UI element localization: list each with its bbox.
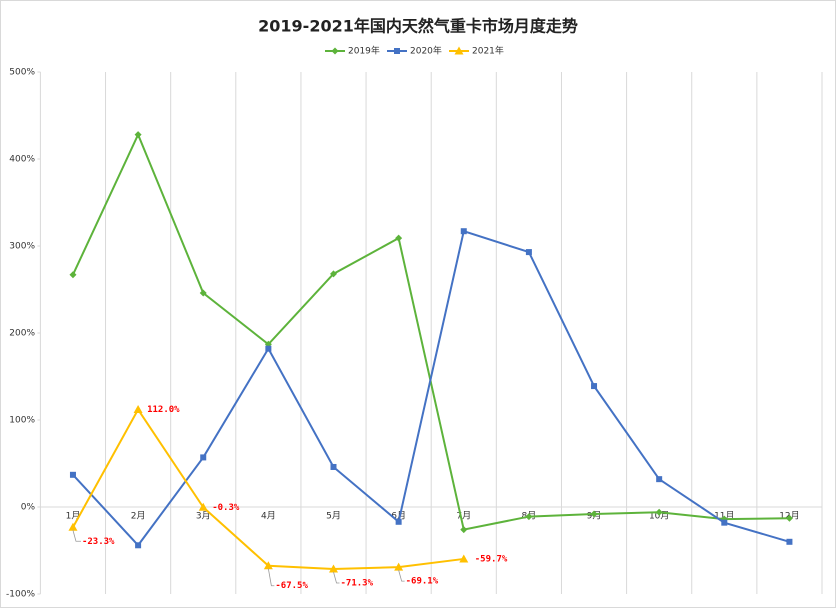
x-tick-label: 1月 xyxy=(66,511,81,522)
point xyxy=(395,234,403,242)
point xyxy=(460,228,467,235)
x-tick-label: 7月 xyxy=(456,511,471,522)
point xyxy=(69,271,77,279)
legend-marker xyxy=(454,46,464,55)
point xyxy=(525,513,533,521)
point xyxy=(329,564,338,573)
y-tick-label: 0% xyxy=(21,503,36,513)
point xyxy=(330,270,337,278)
series-line xyxy=(72,132,790,531)
point xyxy=(135,542,142,549)
x-tick-label: 2月 xyxy=(131,511,146,522)
leader-line xyxy=(333,571,340,584)
y-tick-label: 500% xyxy=(9,68,35,78)
leader-line xyxy=(72,530,81,542)
point xyxy=(134,131,142,139)
point xyxy=(198,502,208,511)
x-tick-label: 6月 xyxy=(391,511,406,522)
y-tick-label: 100% xyxy=(9,416,35,426)
point xyxy=(525,249,532,256)
point xyxy=(656,476,663,483)
point xyxy=(68,522,78,531)
point xyxy=(265,345,272,352)
legend-label: 2019年 xyxy=(348,45,380,57)
x-tick-label: 4月 xyxy=(261,511,276,522)
point xyxy=(69,471,76,478)
y-tick-label: 400% xyxy=(9,155,35,165)
chart-title: 2019-2021年国内天然气重卡市场月度走势 xyxy=(258,17,578,36)
y-tick-label: 300% xyxy=(9,242,35,252)
point xyxy=(199,289,207,297)
point xyxy=(263,561,273,570)
point xyxy=(785,514,793,522)
legend-marker xyxy=(331,47,339,55)
x-tick-label: 10月 xyxy=(649,511,669,522)
point xyxy=(133,405,143,414)
x-tick-label: 3月 xyxy=(196,511,211,522)
data-label: -0.3% xyxy=(212,503,240,513)
data-label: -71.3% xyxy=(341,579,374,589)
data-label: 112.0% xyxy=(147,405,180,415)
legend-label: 2021年 xyxy=(472,45,504,57)
point xyxy=(395,518,402,525)
point xyxy=(655,508,663,516)
point xyxy=(590,510,598,518)
point xyxy=(200,454,207,461)
data-label: -67.5% xyxy=(275,581,308,591)
data-label: -23.3% xyxy=(82,537,115,547)
point xyxy=(330,463,337,470)
leader-line xyxy=(398,570,405,582)
point xyxy=(786,538,793,545)
leader-line xyxy=(267,568,275,587)
point xyxy=(460,526,468,534)
y-tick-label: 200% xyxy=(9,329,35,339)
point xyxy=(591,383,598,390)
legend-marker xyxy=(394,48,400,54)
x-tick-label: 5月 xyxy=(326,511,341,522)
point xyxy=(459,554,469,563)
y-tick-label: -100% xyxy=(6,590,35,600)
point xyxy=(721,519,728,526)
data-label: -69.1% xyxy=(406,577,439,587)
series-line xyxy=(72,229,790,547)
point xyxy=(394,562,404,571)
legend-label: 2020年 xyxy=(410,45,442,57)
data-label: -59.7% xyxy=(475,554,508,564)
